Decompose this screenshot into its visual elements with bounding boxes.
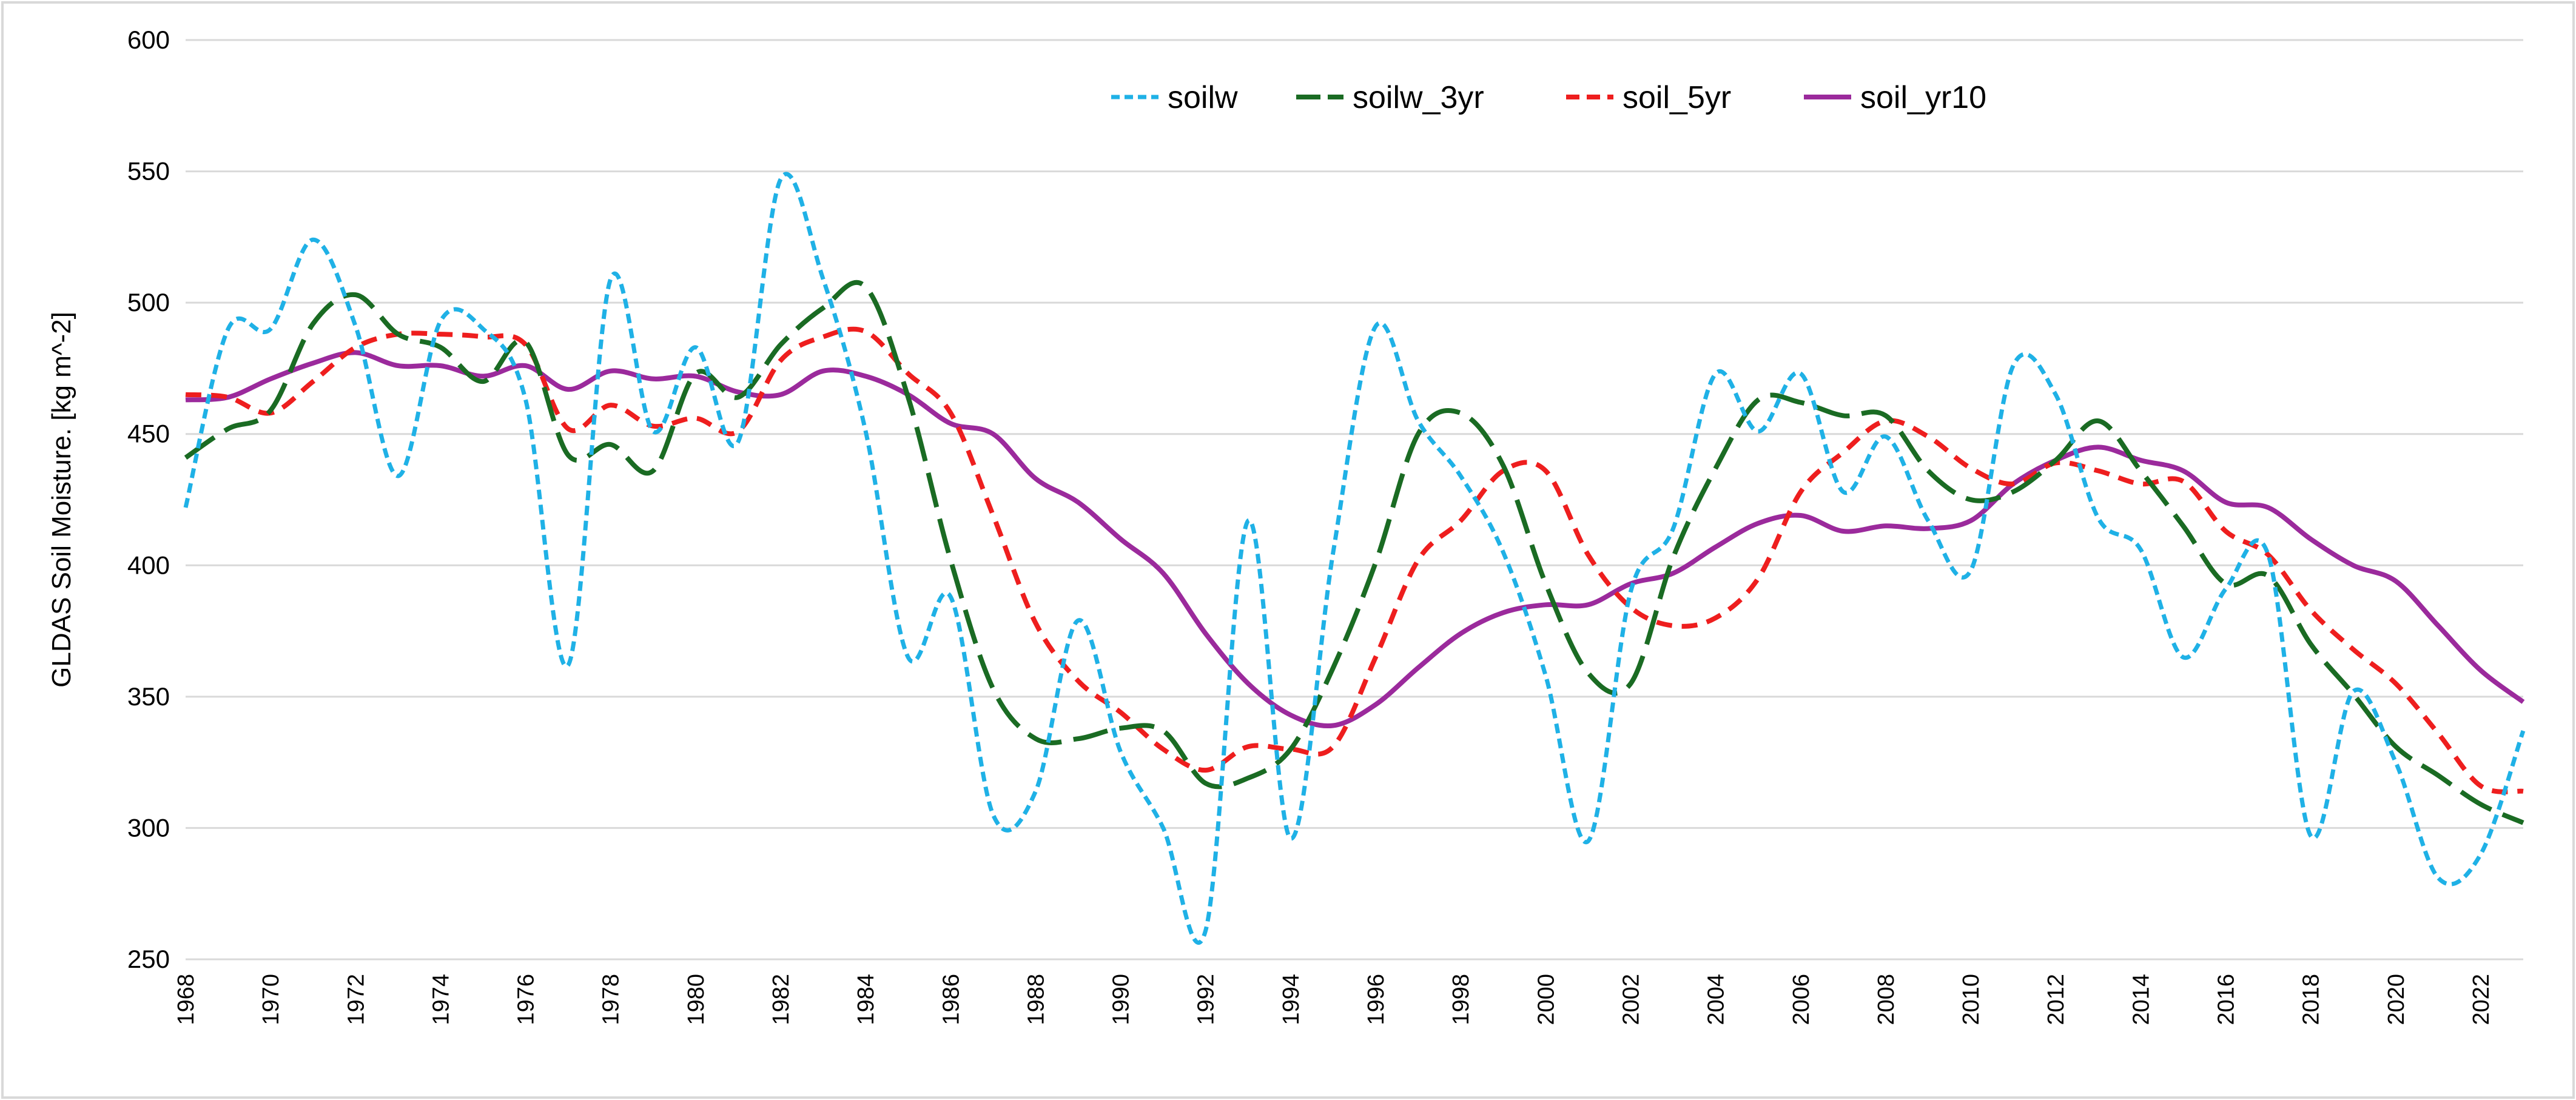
y-tick-label-400: 400 [127, 551, 170, 579]
y-tick-label-350: 350 [127, 682, 170, 711]
y-tick-label-550: 550 [127, 157, 170, 186]
y-tick-label-450: 450 [127, 420, 170, 448]
series-line-soil-5yr [185, 326, 2524, 794]
series-line-soilw [183, 172, 2526, 945]
legend-label-soilw-3yr: soilw_3yr [1353, 80, 1484, 115]
x-tick-label-2010: 2010 [1959, 974, 1984, 1025]
legend-label-soilw: soilw [1168, 80, 1238, 115]
y-axis-ticks: 250 300 350 400 450 500 550 600 [127, 25, 170, 973]
series-lines [183, 172, 2526, 945]
series-line-soil-yr10 [185, 350, 2525, 729]
x-tick-label-2008: 2008 [1874, 974, 1899, 1025]
legend: soilw soilw_3yr soil_5yr soil_yr10 [1111, 80, 1986, 115]
x-tick-label-1972: 1972 [343, 974, 369, 1025]
x-tick-label-1968: 1968 [173, 974, 199, 1025]
y-axis-title: GLDAS Soil Moisture. [kg m^-2] [47, 312, 76, 688]
y-tick-label-250: 250 [127, 945, 170, 973]
legend-label-soil-yr10: soil_yr10 [1860, 80, 1986, 115]
x-tick-label-1994: 1994 [1279, 974, 1304, 1025]
x-tick-label-1986: 1986 [938, 974, 964, 1025]
x-tick-label-2022: 2022 [2469, 974, 2494, 1025]
x-axis-ticks: 1968 1970 1972 1974 1976 1978 1980 1982 1984 1986… [173, 974, 2494, 1025]
y-tick-label-500: 500 [127, 288, 170, 317]
x-tick-label-1982: 1982 [768, 974, 794, 1025]
x-tick-label-1988: 1988 [1023, 974, 1049, 1025]
x-tick-label-1990: 1990 [1109, 974, 1134, 1025]
x-tick-label-2018: 2018 [2299, 974, 2324, 1025]
x-tick-label-1976: 1976 [514, 974, 539, 1025]
x-tick-label-1974: 1974 [428, 974, 454, 1025]
x-tick-label-2014: 2014 [2128, 974, 2154, 1025]
x-tick-label-1980: 1980 [684, 974, 709, 1025]
x-tick-label-1992: 1992 [1194, 974, 1219, 1025]
x-tick-label-2016: 2016 [2213, 974, 2239, 1025]
x-tick-label-1984: 1984 [853, 974, 879, 1025]
x-tick-label-2012: 2012 [2043, 974, 2069, 1025]
y-tick-label-300: 300 [127, 813, 170, 842]
x-tick-label-1978: 1978 [599, 974, 624, 1025]
series-line-soilw-3yr [184, 280, 2524, 825]
y-tick-label-600: 600 [127, 25, 170, 54]
legend-label-soil-5yr: soil_5yr [1623, 80, 1731, 115]
x-tick-label-2002: 2002 [1618, 974, 1644, 1025]
x-tick-label-1998: 1998 [1448, 974, 1474, 1025]
x-tick-label-1970: 1970 [258, 974, 284, 1025]
x-tick-label-2020: 2020 [2384, 974, 2409, 1025]
x-tick-label-1996: 1996 [1364, 974, 1389, 1025]
x-tick-label-2006: 2006 [1789, 974, 1814, 1025]
x-tick-label-2004: 2004 [1704, 974, 1729, 1025]
x-tick-label-2000: 2000 [1533, 974, 1559, 1025]
gridlines [186, 39, 2523, 961]
